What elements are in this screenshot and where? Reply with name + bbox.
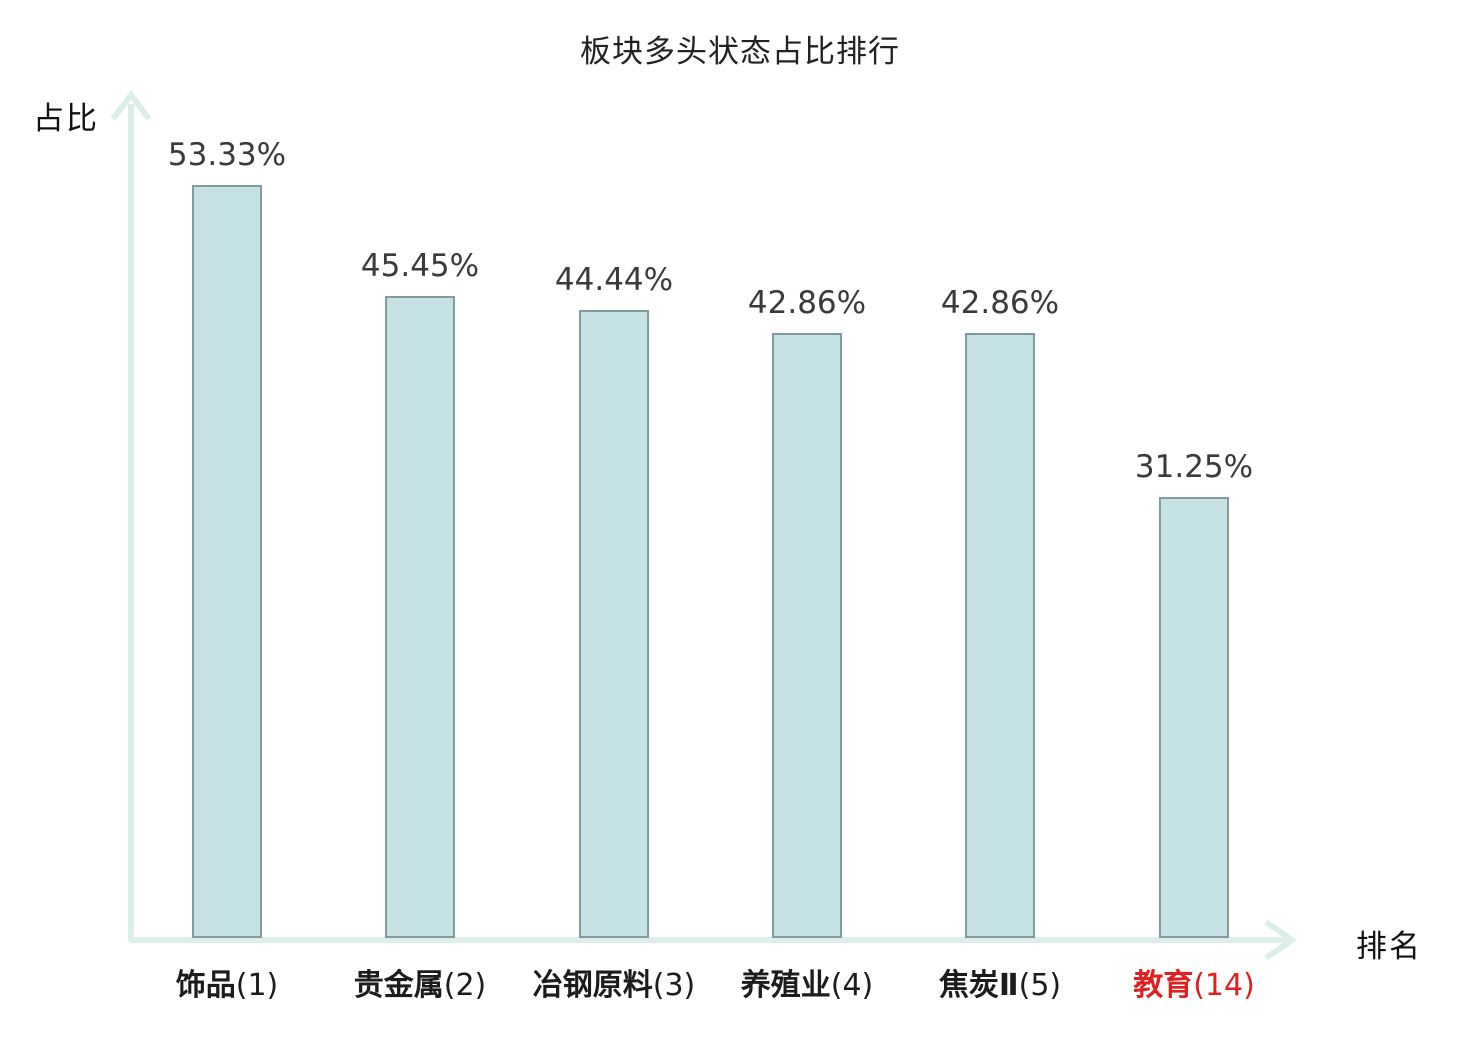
category-name: 焦炭Ⅱ — [938, 968, 1019, 1003]
bar-value-label: 42.86% — [940, 285, 1060, 321]
bar-value-label: 42.86% — [747, 285, 867, 321]
bar-value-label: 44.44% — [554, 262, 674, 298]
x-axis-arrow-icon — [1264, 919, 1298, 961]
category-name: 教育 — [1133, 968, 1194, 1003]
category-rank: (4) — [830, 968, 874, 1003]
category-rank: (2) — [443, 968, 487, 1003]
bar — [772, 333, 842, 938]
bar-category-label: 教育(14) — [1074, 960, 1314, 1004]
bar-category-label: 贵金属(2) — [300, 960, 540, 1004]
bar-value-label: 53.33% — [167, 137, 287, 173]
y-axis-label: 占比 — [33, 101, 99, 137]
bar — [579, 310, 649, 938]
bar-category-label: 冶钢原料(3) — [494, 960, 734, 1004]
bar — [965, 333, 1035, 938]
category-name: 养殖业 — [740, 968, 831, 1003]
bar — [192, 185, 262, 938]
bar-category-label: 养殖业(4) — [687, 960, 927, 1004]
bar-value-label: 45.45% — [360, 248, 480, 284]
chart-title: 板块多头状态占比排行 — [580, 34, 900, 70]
bar-category-label: 饰品(1) — [107, 960, 347, 1004]
bar-category-label: 焦炭Ⅱ(5) — [880, 960, 1120, 1004]
category-rank: (1) — [235, 968, 279, 1003]
category-rank: (5) — [1018, 968, 1062, 1003]
category-name: 饰品 — [175, 968, 236, 1003]
category-name: 冶钢原料 — [532, 968, 653, 1003]
category-rank: (3) — [652, 968, 696, 1003]
category-name: 贵金属 — [353, 968, 444, 1003]
bar — [385, 296, 455, 938]
x-axis-label: 排名 — [1356, 929, 1422, 965]
category-rank: (14) — [1193, 968, 1255, 1003]
y-axis-arrow-icon — [110, 90, 152, 121]
bar-value-label: 31.25% — [1134, 449, 1254, 485]
bar — [1159, 497, 1229, 938]
